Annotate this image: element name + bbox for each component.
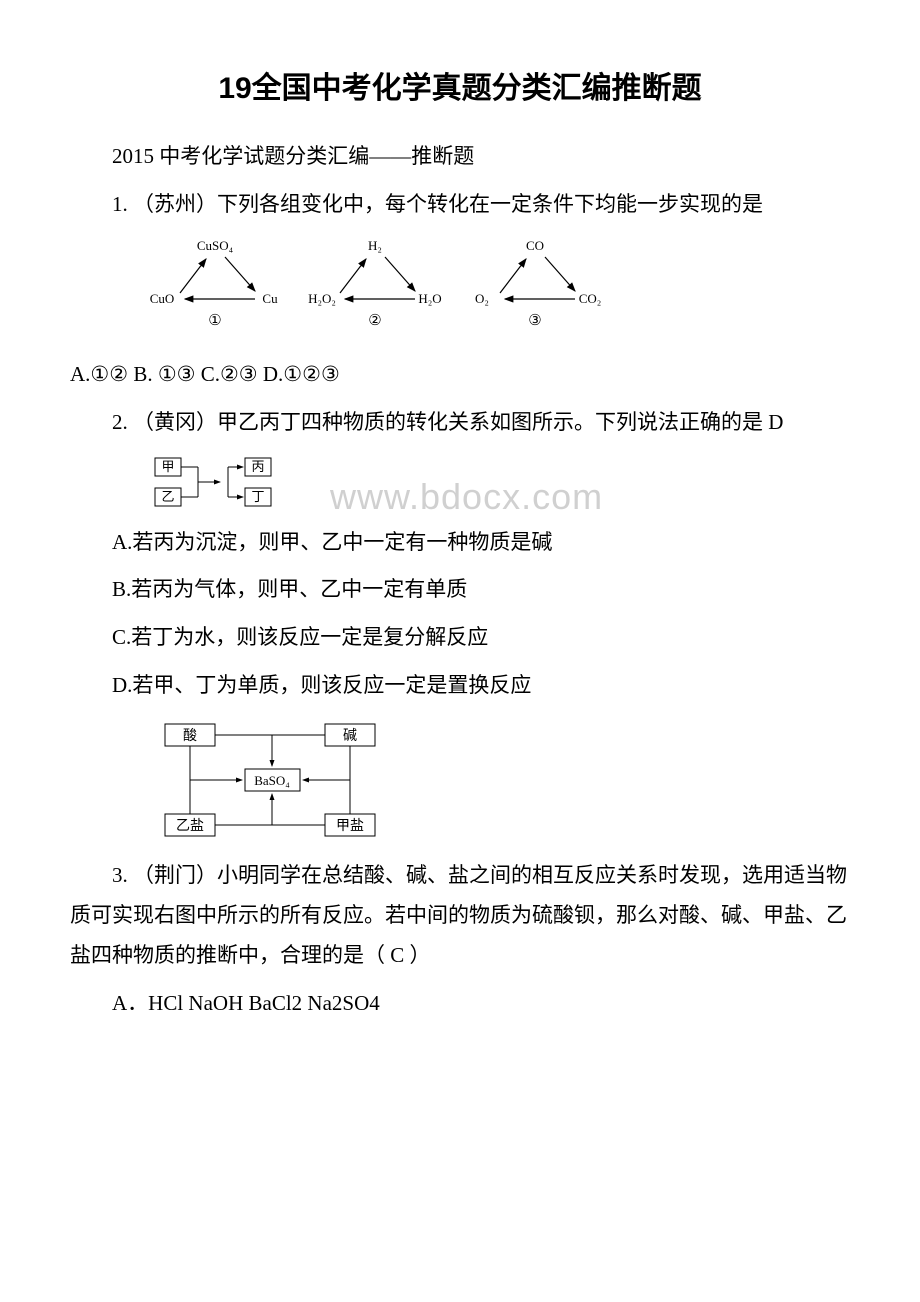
d1-top: CuSO₄ xyxy=(197,238,234,253)
q2-optC: C.若丁为水，则该反应一定是复分解反应 xyxy=(70,618,850,658)
q2-node-c: 丙 xyxy=(251,459,264,474)
d1-right: Cu xyxy=(262,291,278,306)
q3-text: 3. （荆门）小明同学在总结酸、碱、盐之间的相互反应关系时发现，选用适当物质可实… xyxy=(70,856,850,976)
q2-optB: B.若丙为气体，则甲、乙中一定有单质 xyxy=(70,570,850,610)
d3-num: ③ xyxy=(528,313,541,329)
d2-right: H₂O xyxy=(418,291,441,306)
q2-text: 2. （黄冈）甲乙丙丁四种物质的转化关系如图所示。下列说法正确的是 D xyxy=(70,403,850,443)
d3-right: CO₂ xyxy=(579,291,602,306)
d1-left: CuO xyxy=(150,291,174,306)
q3-center: BaSO₄ xyxy=(254,773,290,788)
d2-top: H₂ xyxy=(368,238,382,253)
watermark: www.bdocx.com xyxy=(330,463,603,531)
q1-text: 1. （苏州）下列各组变化中，每个转化在一定条件下均能一步实现的是 xyxy=(70,185,850,225)
d3-left: O₂ xyxy=(475,291,489,306)
q2-node-b: 乙 xyxy=(161,489,174,504)
q3-salt2: 甲盐 xyxy=(336,818,364,834)
subtitle: 2015 中考化学试题分类汇编——推断题 xyxy=(70,137,850,177)
q3-optA: A．HCl NaOH BaCl2 Na2SO4 xyxy=(70,984,850,1024)
page-title: 19全国中考化学真题分类汇编推断题 xyxy=(70,60,850,117)
q3-base: 碱 xyxy=(343,728,357,744)
q2-diagram-wrap: www.bdocx.com 甲 乙 丙 丁 xyxy=(150,453,850,513)
d2-left: H₂O₂ xyxy=(308,291,336,306)
q1-diagram: CuSO₄ CuO Cu ① H₂ H₂O₂ H₂O ② CO O₂ CO₂ ③ xyxy=(150,235,850,345)
q2-diagram: 甲 乙 丙 丁 xyxy=(150,453,290,513)
q3-salt1: 乙盐 xyxy=(176,818,204,834)
q3-acid: 酸 xyxy=(183,728,197,744)
q2-optD: D.若甲、丁为单质，则该反应一定是置换反应 xyxy=(70,666,850,706)
q2-node-d: 丁 xyxy=(251,489,264,504)
q2-node-a: 甲 xyxy=(161,459,174,474)
d2-num: ② xyxy=(368,313,381,329)
d3-top: CO xyxy=(526,238,544,253)
q1-options: A.①② B. ①③ C.②③ D.①②③ xyxy=(70,355,850,395)
d1-num: ① xyxy=(208,313,221,329)
q3-diagram: 酸 碱 BaSO₄ 乙盐 甲盐 xyxy=(150,716,850,846)
q2-optA: A.若丙为沉淀，则甲、乙中一定有一种物质是碱 xyxy=(70,523,850,563)
